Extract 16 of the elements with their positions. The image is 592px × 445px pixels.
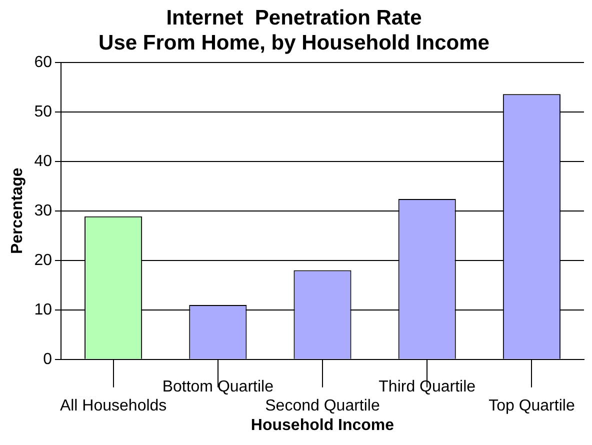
text: Internet Penetration Rate xyxy=(166,6,422,30)
y-tick-label: 0 xyxy=(43,350,52,368)
x-tick-label: Bottom Quartile xyxy=(162,378,274,396)
y-tick-label: 10 xyxy=(34,301,52,318)
y-axis-title: Percentage xyxy=(9,168,26,254)
x-tick-label: Third Quartile xyxy=(378,378,476,396)
x-tick-label: All Households xyxy=(60,398,167,415)
y-tick-label: 30 xyxy=(34,202,52,220)
x-tick-label: Top Quartile xyxy=(488,398,575,415)
text: Use From Home, by Household Income xyxy=(98,32,490,55)
x-tick-label: Second Quartile xyxy=(265,398,380,415)
y-tick-label: 20 xyxy=(34,252,52,269)
y-tick-label: 60 xyxy=(34,54,52,71)
y-tick-label: 50 xyxy=(34,103,52,120)
x-axis-title: Household Income xyxy=(250,416,394,434)
y-tick-label: 40 xyxy=(34,152,52,170)
